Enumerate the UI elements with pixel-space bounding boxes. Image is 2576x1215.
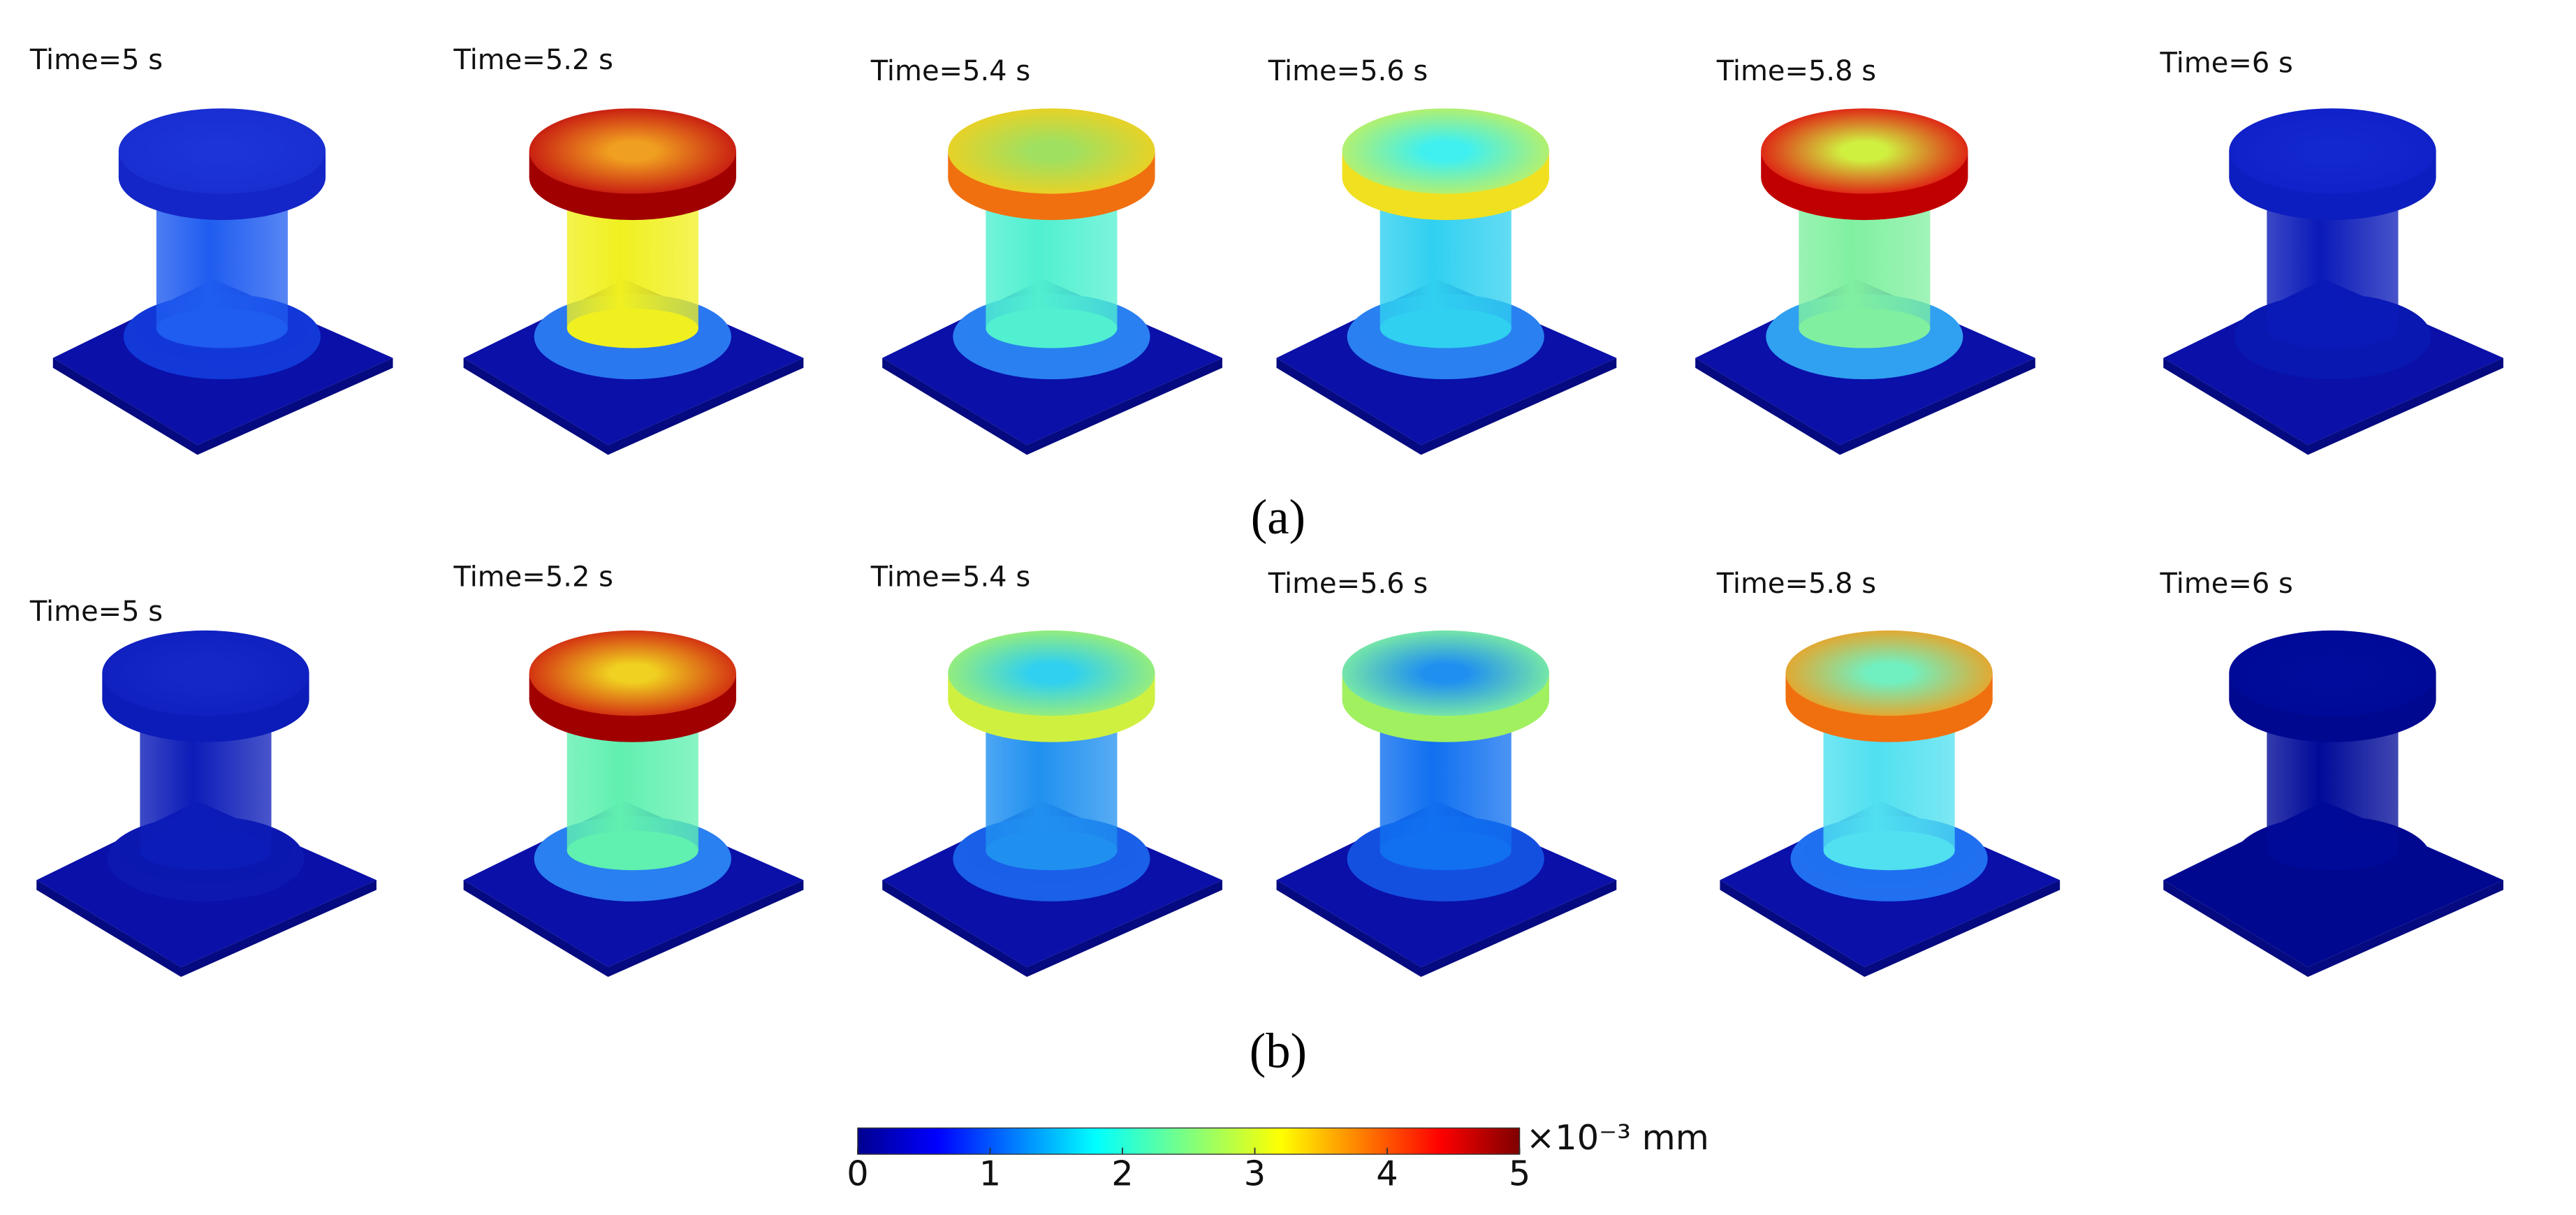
plate-edge <box>882 358 1222 455</box>
time-label: Time=5.6 s <box>1268 55 1428 87</box>
cap-top <box>1785 630 1993 716</box>
column-foot <box>1823 830 1955 871</box>
cap-top <box>948 630 1155 716</box>
column-foot <box>986 830 1118 871</box>
time-label: Time=5.4 s <box>870 55 1030 87</box>
column-foot <box>2267 830 2399 871</box>
column-foot <box>156 309 288 348</box>
frame: Time=6 s <box>2160 47 2503 455</box>
cap-top <box>1342 108 1549 194</box>
panel-caption: (a) <box>1251 490 1305 545</box>
cap-top <box>529 630 736 716</box>
plate-edge <box>1276 880 1617 978</box>
cap-top <box>948 108 1155 194</box>
frame: Time=5.8 s <box>1695 55 2035 455</box>
frame: Time=5.6 s <box>1268 568 1617 978</box>
panel: Time=5 s Time=5.2 s Time=5.4 s Time=5.6 s Ti… <box>29 561 2503 1078</box>
colorbar-tick-label: 3 <box>1244 1154 1266 1194</box>
time-label: Time=5.2 s <box>453 44 613 76</box>
frame: Time=5 s <box>29 596 377 978</box>
panel-caption: (b) <box>1250 1024 1307 1078</box>
cap-top <box>2229 108 2436 194</box>
plate-edge <box>36 880 377 978</box>
panel: Time=5 s Time=5.2 s Time=5.4 s Time=5.6 s Ti… <box>29 44 2503 545</box>
plate-edge <box>1720 880 2061 978</box>
time-label: Time=5.6 s <box>1268 568 1428 600</box>
column-foot <box>1799 309 1931 348</box>
plate-edge <box>52 358 393 455</box>
frame: Time=5.2 s <box>453 44 804 455</box>
colorbar-tick-label: 4 <box>1376 1154 1398 1194</box>
colorbar-tick-label: 1 <box>979 1154 1001 1194</box>
colorbar-unit: ×10⁻³ mm <box>1526 1117 1709 1158</box>
time-label: Time=6 s <box>2160 47 2293 79</box>
frame: Time=5 s <box>29 44 393 455</box>
time-label: Time=5 s <box>29 596 163 628</box>
plate-edge <box>1276 358 1617 455</box>
plate-edge <box>1695 358 2035 455</box>
colorbar <box>857 1127 1521 1155</box>
cap-top <box>118 108 326 194</box>
column-foot <box>2267 309 2399 348</box>
plate-edge <box>2163 880 2503 978</box>
frame: Time=5.4 s <box>870 561 1222 978</box>
column-foot <box>140 830 272 871</box>
frame: Time=5.4 s <box>870 55 1222 455</box>
time-label: Time=5.4 s <box>870 561 1030 593</box>
time-label: Time=6 s <box>2160 568 2293 600</box>
cap-top <box>529 108 736 194</box>
cap-top <box>2229 630 2436 716</box>
time-label: Time=5.8 s <box>1716 568 1876 600</box>
time-label: Time=5 s <box>29 44 163 76</box>
cap-top <box>102 630 309 716</box>
colorbar-tick-label: 2 <box>1111 1154 1133 1194</box>
plate-edge <box>2163 358 2503 455</box>
column-foot <box>986 309 1118 348</box>
colorbar-tick-label: 5 <box>1509 1154 1530 1194</box>
column-foot <box>1380 830 1512 871</box>
frame: Time=5.8 s <box>1716 568 2061 978</box>
colorbar-tick-label: 0 <box>847 1154 868 1194</box>
plate-edge <box>463 358 804 455</box>
frame: Time=5.2 s <box>453 561 804 978</box>
column-foot <box>1380 309 1512 348</box>
plate-edge <box>463 880 804 978</box>
column-foot <box>566 830 698 871</box>
plate-edge <box>882 880 1222 978</box>
time-label: Time=5.8 s <box>1716 55 1876 87</box>
frame: Time=5.6 s <box>1268 55 1617 455</box>
column-foot <box>566 309 698 348</box>
cap-top <box>1761 108 1968 194</box>
cap-top <box>1342 630 1549 716</box>
time-label: Time=5.2 s <box>453 561 613 593</box>
frame: Time=6 s <box>2160 568 2503 978</box>
